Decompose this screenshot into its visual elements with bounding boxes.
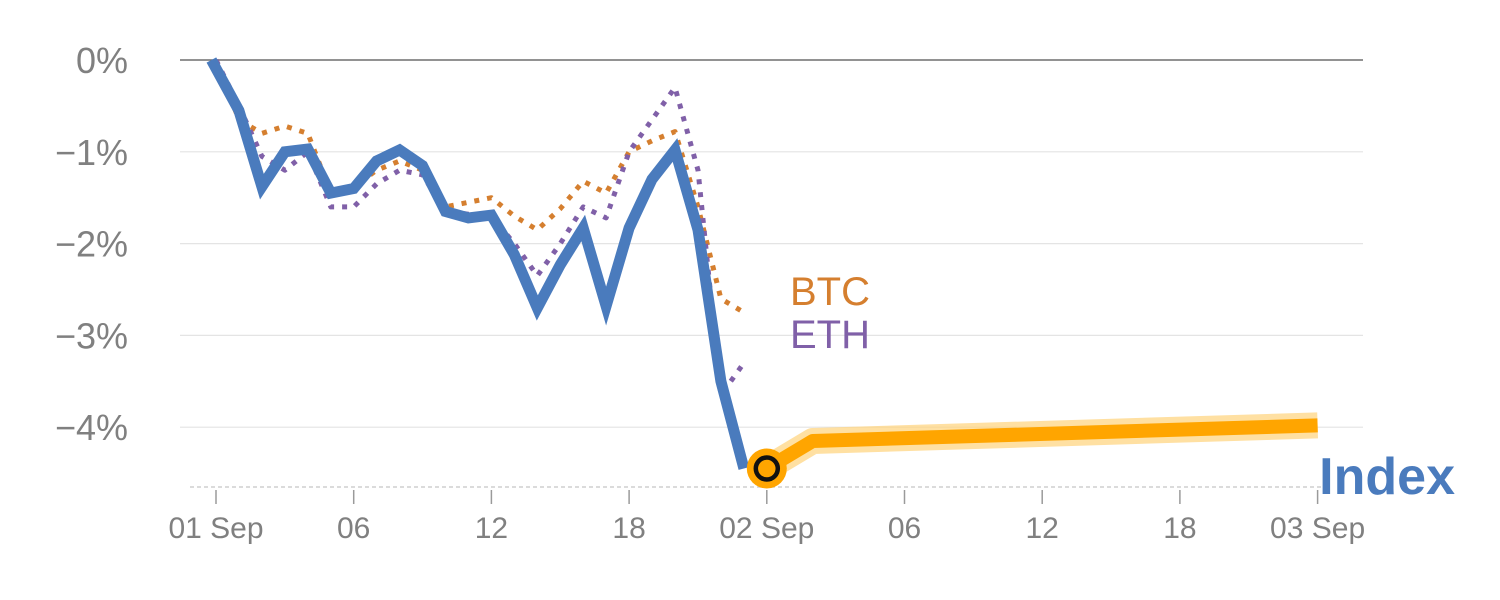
- x-tick-label: 12: [475, 512, 508, 545]
- x-tick-label: 12: [1026, 512, 1059, 545]
- index-label: Index: [1319, 448, 1455, 506]
- current-value-marker: [746, 448, 787, 489]
- y-tick-label: −2%: [55, 224, 128, 265]
- series-lines: [206, 57, 750, 470]
- btc-line: [213, 59, 746, 315]
- x-tick-label: 06: [888, 512, 921, 545]
- y-axis: 0% −1% −2% −3% −4%: [55, 40, 128, 448]
- marker-dot: [753, 455, 781, 482]
- x-tick-label: 06: [337, 512, 370, 545]
- index-line: [206, 57, 750, 470]
- x-tick-label: 03 Sep: [1270, 512, 1365, 545]
- btc-label: BTC: [790, 270, 870, 314]
- eth-line: [213, 58, 746, 398]
- y-tick-label: −3%: [55, 315, 128, 356]
- forecast-band: [760, 412, 1319, 480]
- x-tick-label: 02 Sep: [719, 512, 814, 545]
- eth-label: ETH: [790, 313, 870, 357]
- x-tick-label: 01 Sep: [168, 512, 263, 545]
- y-tick-label: −1%: [55, 132, 128, 173]
- x-tick-label: 18: [1163, 512, 1196, 545]
- y-tick-label: 0%: [76, 40, 128, 81]
- gridlines: [180, 59, 1363, 428]
- y-tick-label: −4%: [55, 407, 128, 448]
- x-tick-label: 18: [612, 512, 645, 545]
- x-axis: 01 Sep 06 12 18 02 Sep 06 12 18 03 Sep: [168, 486, 1365, 545]
